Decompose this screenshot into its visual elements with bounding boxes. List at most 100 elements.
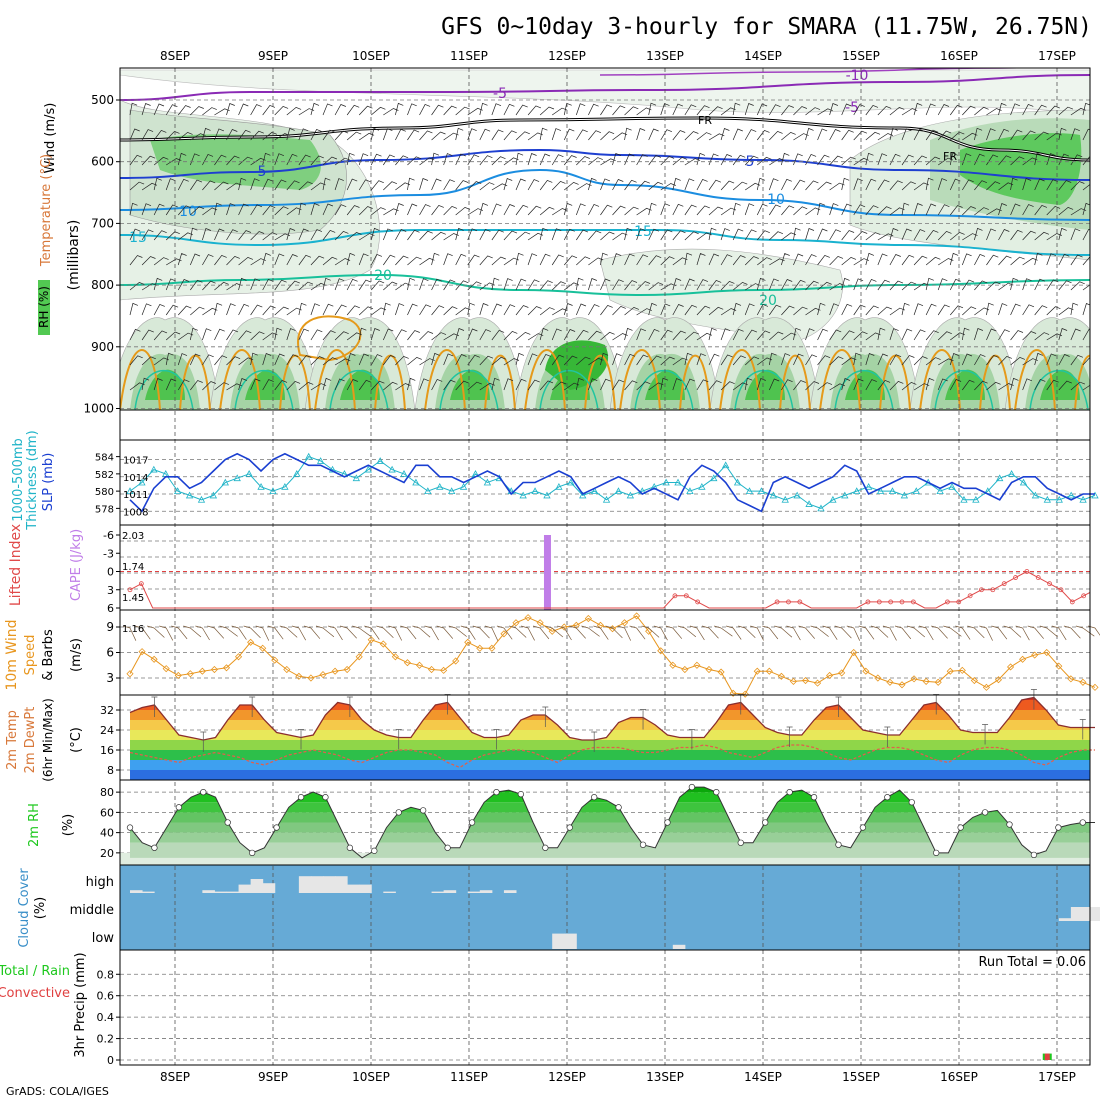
wind-barb <box>214 328 225 341</box>
wind-barb <box>949 252 959 266</box>
rh-point <box>1006 821 1013 828</box>
surface-wind-barb <box>665 625 683 639</box>
wind-barb <box>744 356 760 366</box>
wind-barb <box>877 306 892 316</box>
cloud-bar-high <box>479 890 493 893</box>
wind-barb <box>358 353 370 366</box>
wind-barb <box>841 303 853 316</box>
wind-barb <box>950 231 965 241</box>
wind-barb <box>756 103 768 116</box>
wind-barb <box>1070 354 1084 366</box>
wind-barb <box>467 128 477 141</box>
wind-barb <box>684 231 699 241</box>
li-point <box>672 593 678 599</box>
wind-barb <box>563 128 575 141</box>
thickness-point <box>352 474 361 482</box>
wind-barb <box>178 131 193 141</box>
wind-barb <box>624 353 636 366</box>
wind-speed-point <box>560 623 568 631</box>
wind-label-3: & Barbs <box>41 629 56 681</box>
wind-barb <box>479 329 491 341</box>
wind-barb <box>322 103 333 116</box>
wind-barb <box>732 302 742 316</box>
thickness-line <box>129 455 1096 509</box>
thickness-point <box>305 452 313 460</box>
wind-speed-point <box>1079 678 1087 686</box>
wind-barb <box>298 181 313 191</box>
panel-frame-cape <box>119 524 1091 611</box>
rh2m-label: 2m RH <box>27 803 42 847</box>
tick-label: 900 <box>91 340 114 354</box>
wind-barb <box>298 254 312 266</box>
wind-barb <box>913 102 923 116</box>
minmax-whisker <box>640 709 647 730</box>
wind-barb <box>1034 378 1046 391</box>
wind-barb <box>226 129 238 141</box>
wind-speed-point <box>862 667 870 675</box>
wind-barb <box>1058 328 1068 341</box>
temp-band <box>130 770 1090 780</box>
wind-barb <box>298 202 307 216</box>
cloud-bar-middle <box>1095 907 1100 921</box>
thickness-point <box>376 457 384 464</box>
wind-barb <box>865 178 877 191</box>
thickness-point <box>316 457 325 464</box>
wind-barb <box>262 353 272 366</box>
wind-barb <box>901 302 910 316</box>
surface-wind-barb <box>508 625 527 638</box>
wind-barb <box>153 330 168 341</box>
thickness-point <box>328 465 337 473</box>
rh-point <box>835 841 842 848</box>
wind-speed-point <box>464 638 472 646</box>
wind-barb <box>407 377 416 391</box>
wind-barb <box>732 102 741 116</box>
wind-barb <box>310 303 320 316</box>
rh-point <box>933 849 940 857</box>
surface-wind-barb <box>834 625 852 639</box>
thickness-point <box>126 487 134 495</box>
wind-barb <box>1070 228 1081 241</box>
wind-barb <box>793 253 804 266</box>
wind-barb <box>214 382 230 391</box>
thickness-point <box>1067 491 1075 499</box>
wind-barb <box>479 102 488 116</box>
wind-barb <box>974 253 986 266</box>
cloud-bar-high <box>431 891 445 893</box>
li-point <box>979 587 984 593</box>
wind-barb <box>793 106 808 116</box>
isotherm-line <box>219 349 261 410</box>
surface-wind-barb <box>352 625 371 637</box>
wind-barb <box>817 154 830 166</box>
thickness-point <box>972 495 980 503</box>
wind-barb <box>793 227 801 241</box>
wind-barb <box>889 127 898 141</box>
surface-wind-barb <box>738 625 756 638</box>
wind-barb <box>395 229 407 241</box>
isotherm-line <box>424 349 466 410</box>
wind-barb <box>310 329 323 341</box>
thickness-point <box>459 482 468 490</box>
minmax-whisker <box>884 726 891 747</box>
wind-barb <box>322 357 338 366</box>
wind-barb <box>551 228 562 241</box>
tick-label: 24 <box>100 724 114 737</box>
surface-wind-barb <box>894 625 912 640</box>
isotherm-line <box>120 349 161 410</box>
wind-barb <box>189 153 200 166</box>
wind-barb <box>817 355 831 366</box>
rh-point <box>297 794 305 801</box>
wind-barb <box>913 128 925 141</box>
wind-barb <box>901 128 912 141</box>
wind-speed-point <box>488 644 496 652</box>
wind-barb <box>443 105 457 116</box>
wind-speed-point <box>1043 648 1051 657</box>
rh-point <box>615 804 622 811</box>
wind-speed-point <box>681 665 689 674</box>
wind-barb <box>588 230 602 241</box>
wind-barb <box>925 277 934 291</box>
wind-barb <box>370 180 384 191</box>
thickness-point <box>567 478 575 486</box>
isotherm-line <box>584 354 616 410</box>
wind-barb <box>467 354 480 366</box>
wind-barb <box>431 252 440 266</box>
